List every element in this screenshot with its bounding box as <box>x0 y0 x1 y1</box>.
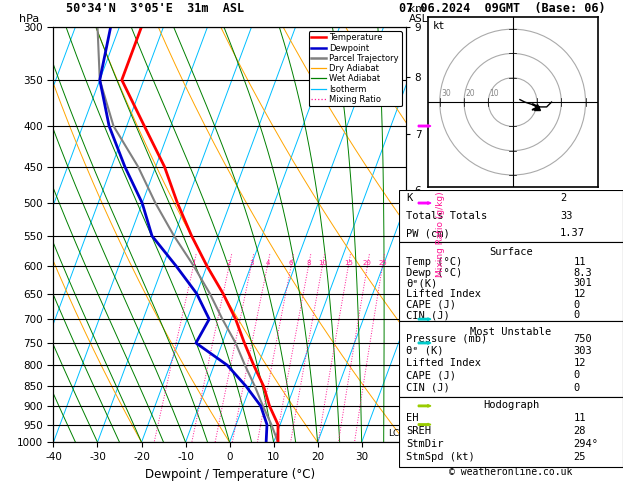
Text: LCL: LCL <box>388 429 404 438</box>
Text: 30: 30 <box>441 89 451 98</box>
Text: 6: 6 <box>289 260 293 266</box>
Text: 11: 11 <box>574 413 586 423</box>
Text: 0: 0 <box>574 311 580 320</box>
Text: Lifted Index: Lifted Index <box>406 358 481 368</box>
Text: Most Unstable: Most Unstable <box>470 328 552 337</box>
Text: SREH: SREH <box>406 426 431 436</box>
Text: 1: 1 <box>191 260 196 266</box>
Text: CAPE (J): CAPE (J) <box>406 300 456 310</box>
Text: EH: EH <box>406 413 419 423</box>
Text: 2: 2 <box>227 260 231 266</box>
Text: 0: 0 <box>574 382 580 393</box>
Bar <box>399 397 623 467</box>
Text: 25: 25 <box>574 452 586 462</box>
Text: 2: 2 <box>560 193 567 203</box>
Text: km
ASL: km ASL <box>409 4 428 24</box>
Text: 12: 12 <box>574 289 586 299</box>
Text: 20: 20 <box>465 89 475 98</box>
Text: Mixing Ratio (g/kg): Mixing Ratio (g/kg) <box>436 191 445 278</box>
Text: 3: 3 <box>249 260 253 266</box>
Text: 294°: 294° <box>574 439 599 449</box>
X-axis label: Dewpoint / Temperature (°C): Dewpoint / Temperature (°C) <box>145 468 314 481</box>
Text: 33: 33 <box>560 211 572 221</box>
Text: 10: 10 <box>489 89 499 98</box>
Text: 4: 4 <box>265 260 270 266</box>
Text: Lifted Index: Lifted Index <box>406 289 481 299</box>
Text: 303: 303 <box>574 346 593 356</box>
Text: 12: 12 <box>574 358 586 368</box>
Text: 07.06.2024  09GMT  (Base: 06): 07.06.2024 09GMT (Base: 06) <box>399 1 606 15</box>
Text: PW (cm): PW (cm) <box>406 228 450 238</box>
Text: 8.3: 8.3 <box>574 268 593 278</box>
Text: 0: 0 <box>574 300 580 310</box>
Bar <box>399 242 623 321</box>
Text: 0: 0 <box>574 370 580 380</box>
Text: 11: 11 <box>574 257 586 267</box>
Text: © weatheronline.co.uk: © weatheronline.co.uk <box>449 468 573 477</box>
Text: 8: 8 <box>306 260 311 266</box>
Text: 25: 25 <box>378 260 387 266</box>
Legend: Temperature, Dewpoint, Parcel Trajectory, Dry Adiabat, Wet Adiabat, Isotherm, Mi: Temperature, Dewpoint, Parcel Trajectory… <box>309 31 401 106</box>
Text: hPa: hPa <box>19 14 39 24</box>
Text: Totals Totals: Totals Totals <box>406 211 487 221</box>
Text: CAPE (J): CAPE (J) <box>406 370 456 380</box>
Text: 10: 10 <box>318 260 327 266</box>
Text: StmDir: StmDir <box>406 439 443 449</box>
Text: 20: 20 <box>363 260 372 266</box>
Text: θᵉ (K): θᵉ (K) <box>406 346 443 356</box>
Bar <box>399 190 623 242</box>
Text: kt: kt <box>433 21 445 31</box>
Text: K: K <box>406 193 413 203</box>
Text: 50°34'N  3°05'E  31m  ASL: 50°34'N 3°05'E 31m ASL <box>66 1 244 15</box>
Bar <box>399 321 623 397</box>
Text: θᵉ(K): θᵉ(K) <box>406 278 437 288</box>
Text: CIN (J): CIN (J) <box>406 311 450 320</box>
Text: Temp (°C): Temp (°C) <box>406 257 462 267</box>
Text: Surface: Surface <box>489 247 533 257</box>
Text: Dewp (°C): Dewp (°C) <box>406 268 462 278</box>
Text: 28: 28 <box>574 426 586 436</box>
Text: Hodograph: Hodograph <box>483 400 539 410</box>
Text: CIN (J): CIN (J) <box>406 382 450 393</box>
Text: 750: 750 <box>574 333 593 344</box>
Text: 301: 301 <box>574 278 593 288</box>
Text: StmSpd (kt): StmSpd (kt) <box>406 452 475 462</box>
Text: Pressure (mb): Pressure (mb) <box>406 333 487 344</box>
Text: 15: 15 <box>344 260 353 266</box>
Text: 1.37: 1.37 <box>560 228 585 238</box>
